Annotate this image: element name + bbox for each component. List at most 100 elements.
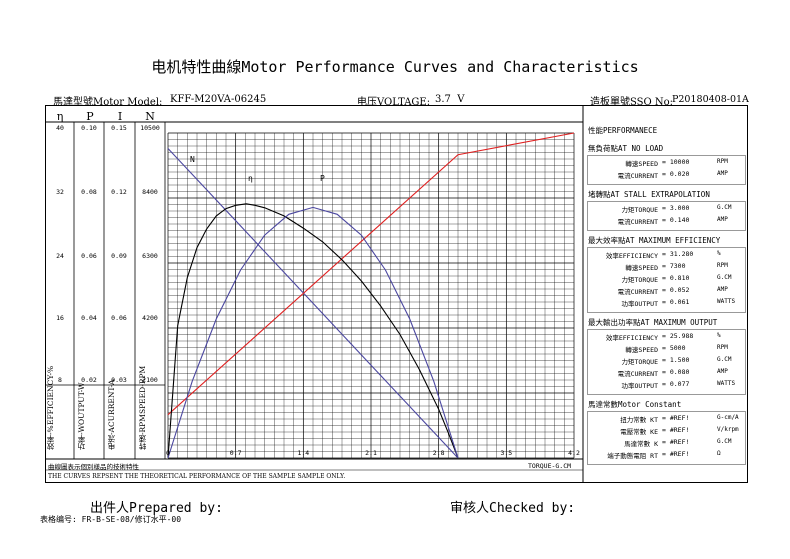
col-label-speed-text: 转速-RPMSPEED-RPM: [138, 366, 147, 450]
panel-section-box: [587, 247, 746, 313]
panel-section-box: [587, 329, 746, 395]
panel-section-box: [587, 411, 746, 465]
panel-row-unit: RPM: [717, 262, 728, 269]
panel-row-label: 效率EFFICIENCY: [605, 252, 658, 260]
chart-grid: [167, 132, 575, 459]
x-tick-label: 2.1: [365, 449, 377, 457]
model-label: 馬達型號Motor Model:: [53, 97, 163, 108]
panel-section-title: 最大輸出功率點AT MAXIMUM OUTPUT: [588, 318, 718, 327]
column-tick-label: 0.02: [81, 376, 97, 384]
panel-row-label: 電壓常數 KE: [620, 428, 658, 436]
checked-by: 审核人Checked by:: [450, 501, 576, 516]
x-tick-label: 1.4: [297, 449, 310, 457]
panel-row-unit: V/krpm: [717, 426, 739, 433]
column-tick-label: 0.09: [111, 252, 127, 260]
col-label-line: SPEED-RPM: [138, 365, 147, 415]
col-label-line: 电流-A: [107, 427, 116, 450]
col-symbol-eta: η: [56, 110, 64, 123]
col-label-line: OUTPUT-W: [77, 382, 86, 425]
column-tick-label: 8400: [142, 188, 158, 196]
voltage-label: 电压VOLTAGE:: [357, 97, 431, 108]
voltage-value: 3.7 V: [435, 94, 465, 105]
panel-section-title: 馬達常數Motor Constant: [588, 400, 682, 409]
col-label-output: 功率-WOUTPUT-W: [77, 382, 103, 450]
panel-row-value: = 5000: [662, 344, 686, 352]
column-tick-label: 0.08: [81, 188, 97, 196]
note-cn: 曲線圖表示個別樣品的技術特性: [48, 463, 139, 471]
panel-row-label: 電流CURRENT: [617, 172, 658, 180]
panel-row-label: 力矩TORQUE: [621, 206, 658, 214]
panel-row-unit: %: [717, 332, 721, 339]
panel-row-label: 力矩TORQUE: [621, 358, 658, 366]
panel-row-value: = #REF!: [662, 426, 690, 434]
panel-row-value: = 3.000: [662, 204, 690, 212]
column-tick-label: 4200: [142, 314, 158, 322]
panel-row-label: 轉速SPEED: [625, 346, 658, 354]
form-number: 表格编号: FR-B-SE-08/修订水平-00: [40, 515, 182, 524]
panel-row-unit: G.CM: [717, 274, 732, 281]
column-tick-label: 40: [56, 124, 64, 132]
x-axis-label: TORQUE-G.CM: [528, 462, 572, 470]
panel-section-title: 無負荷點AT NO LOAD: [588, 144, 664, 153]
panel-row-unit: G.CM: [717, 204, 732, 211]
curve-label-n: N: [190, 155, 195, 164]
sheet-frame: [45, 105, 748, 483]
col-label-line: 功率-W: [77, 424, 86, 450]
x-tick-label: 2.8: [432, 449, 445, 457]
panel-row-value: = #REF!: [662, 450, 690, 458]
sso-value: P20180408-01A: [672, 94, 749, 105]
column-tick-label: 0.06: [111, 314, 127, 322]
column-tick-label: 6300: [142, 252, 158, 260]
panel-row-value: = 0.061: [662, 298, 690, 306]
panel-row-value: = 7300: [662, 262, 686, 270]
panel-row-value: = 31.280: [662, 250, 694, 258]
panel-row-label: 電流CURRENT: [617, 288, 658, 296]
panel-row-label: 轉速SPEED: [625, 264, 658, 272]
curve-speed: [167, 148, 459, 459]
column-tick-label: 32: [56, 188, 64, 196]
panel-row-unit: WATTS: [717, 298, 736, 305]
x-tick-label: 3.5: [500, 449, 513, 457]
column-tick-label: 10500: [140, 124, 160, 132]
panel-section-box: [587, 155, 746, 185]
panel-row-label: 力矩TORQUE: [621, 276, 658, 284]
panel-row-value: = #REF!: [662, 414, 690, 422]
col-symbol-i: I: [117, 110, 123, 123]
column-tick-label: 16: [56, 314, 64, 322]
curve-efficiency: [167, 203, 459, 459]
panel-row-label: 功率OUTPUT: [621, 300, 658, 308]
col-label-line: CURRENT-A: [107, 379, 116, 428]
col-label-line: EFFICIENCY-%: [46, 366, 55, 426]
column-tick-label: 0.12: [111, 188, 127, 196]
col-label-speed: 转速-RPMSPEED-RPM: [138, 366, 164, 450]
x-tick-label: 0.7: [229, 449, 242, 457]
panel-row-unit: %: [717, 250, 721, 257]
panel-row-label: 電流CURRENT: [617, 218, 658, 226]
panel-row-unit: G.CM: [717, 356, 732, 363]
panel-row-value: = 25.988: [662, 332, 694, 340]
x-tick-label: 0: [166, 449, 170, 457]
curve-output: [167, 206, 459, 459]
panel-section-title: 堵轉點AT STALL EXTRAPOLATION: [588, 190, 710, 199]
col-label-efficiency: 效率-%EFFICIENCY-%: [46, 366, 72, 450]
panel-row-unit: AMP: [717, 286, 728, 293]
curve-current: [167, 132, 575, 416]
panel-row-value: = 0.140: [662, 216, 690, 224]
column-tick-label: 0.06: [81, 252, 97, 260]
col-label-current-text: 电流-ACURRENT-A: [107, 380, 116, 450]
panel-row-unit: RPM: [717, 344, 728, 351]
column-tick-label: 0.03: [111, 376, 127, 384]
sso-label: 造板單號SSO No:: [590, 97, 674, 108]
column-tick-label: 0.10: [81, 124, 97, 132]
col-label-line: 效率-%: [46, 425, 55, 450]
panel-row-value: = 1.500: [662, 356, 690, 364]
page-title: 电机特性曲線Motor Performance Curves and Chara…: [151, 58, 639, 76]
panel-row-unit: G.CM: [717, 438, 732, 445]
panel-section-box: [587, 201, 746, 231]
panel-row-unit: AMP: [717, 216, 728, 223]
panel-row-unit: WATTS: [717, 380, 736, 387]
panel-row-label: 扭力常數 KT: [620, 416, 658, 424]
panel-row-label: 功率OUTPUT: [621, 382, 658, 390]
panel-row-unit: G-cm/A: [717, 414, 739, 421]
